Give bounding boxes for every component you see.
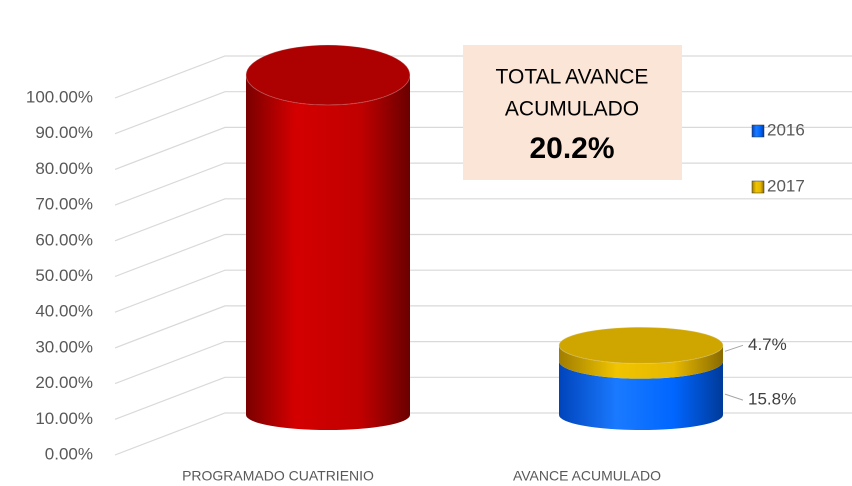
y-tick-label: 0.00% — [45, 444, 93, 463]
y-tick-label: 100.00% — [26, 87, 93, 106]
x-tick-label: AVANCE ACUMULADO — [513, 468, 661, 484]
grid-line — [114, 305, 852, 349]
y-tick-label: 80.00% — [35, 159, 93, 178]
cylinder-top — [558, 326, 724, 364]
data-label: 15.8% — [748, 390, 796, 409]
data-label: 4.7% — [748, 335, 787, 354]
annotation-box — [463, 45, 682, 180]
annotation-line: ACUMULADO — [505, 98, 639, 121]
y-tick-label: 70.00% — [35, 195, 93, 214]
y-tick-label: 10.00% — [35, 409, 93, 428]
legend-swatch — [751, 124, 765, 138]
y-tick-label: 40.00% — [35, 302, 93, 321]
legend-label: 2016 — [767, 120, 805, 139]
y-tick-label: 90.00% — [35, 123, 93, 142]
annotation-line: TOTAL AVANCE — [496, 66, 649, 89]
leader-line — [724, 393, 744, 401]
legend-label: 2017 — [767, 176, 805, 195]
annotation-total: 20.2% — [529, 132, 614, 165]
legend-swatch — [751, 180, 765, 194]
cylinder-top — [245, 44, 411, 106]
y-tick-label: 50.00% — [35, 266, 93, 285]
y-tick-label: 60.00% — [35, 230, 93, 249]
grid-line — [114, 269, 852, 313]
grid-line — [114, 198, 852, 242]
cylinder-segment — [559, 361, 723, 430]
grid-line — [114, 412, 852, 456]
y-tick-label: 20.00% — [35, 373, 93, 392]
x-tick-label: PROGRAMADO CUATRIENIO — [182, 468, 374, 484]
grid-line — [114, 233, 852, 278]
cylinder-segment — [246, 75, 410, 430]
marks: 15.8% 4.7% — [245, 44, 796, 430]
leader-line — [724, 344, 744, 352]
cylinder-segment — [559, 345, 723, 379]
y-tick-label: 30.00% — [35, 337, 93, 356]
